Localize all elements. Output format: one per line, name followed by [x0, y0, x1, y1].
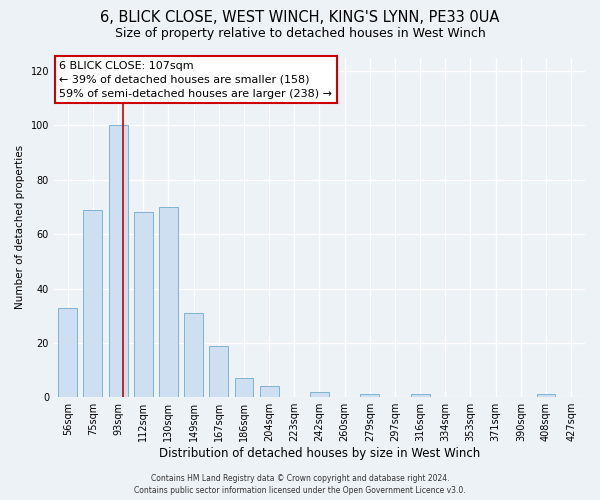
- Bar: [109, 126, 128, 397]
- Bar: [209, 346, 228, 397]
- Text: 6, BLICK CLOSE, WEST WINCH, KING'S LYNN, PE33 0UA: 6, BLICK CLOSE, WEST WINCH, KING'S LYNN,…: [100, 10, 500, 25]
- Bar: [361, 394, 379, 397]
- Bar: [58, 308, 77, 397]
- Bar: [536, 394, 556, 397]
- Y-axis label: Number of detached properties: Number of detached properties: [15, 146, 25, 310]
- Bar: [184, 313, 203, 397]
- X-axis label: Distribution of detached houses by size in West Winch: Distribution of detached houses by size …: [159, 447, 480, 460]
- Bar: [260, 386, 278, 397]
- Bar: [410, 394, 430, 397]
- Text: 6 BLICK CLOSE: 107sqm
← 39% of detached houses are smaller (158)
59% of semi-det: 6 BLICK CLOSE: 107sqm ← 39% of detached …: [59, 61, 332, 99]
- Bar: [134, 212, 153, 397]
- Bar: [235, 378, 253, 397]
- Bar: [159, 207, 178, 397]
- Bar: [310, 392, 329, 397]
- Text: Contains HM Land Registry data © Crown copyright and database right 2024.
Contai: Contains HM Land Registry data © Crown c…: [134, 474, 466, 495]
- Text: Size of property relative to detached houses in West Winch: Size of property relative to detached ho…: [115, 28, 485, 40]
- Bar: [83, 210, 103, 397]
